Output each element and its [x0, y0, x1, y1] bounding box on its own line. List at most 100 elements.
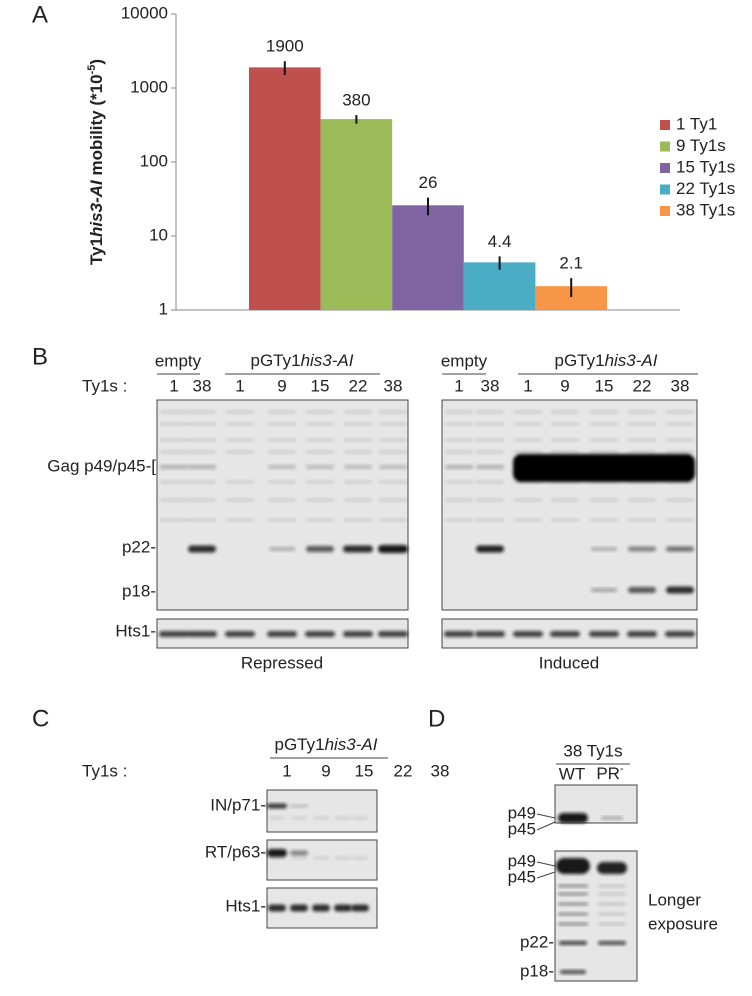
band [343, 631, 373, 637]
band [188, 438, 216, 442]
note: Longer [648, 890, 701, 909]
blot [266, 839, 378, 881]
band-label: p18- [520, 961, 554, 980]
band [379, 498, 407, 502]
band [551, 422, 579, 426]
group-label: empty [441, 351, 488, 370]
panel-letter: B [32, 343, 48, 370]
band [628, 587, 656, 593]
band [305, 631, 335, 637]
band [476, 545, 504, 553]
band [379, 450, 407, 454]
band [445, 438, 473, 442]
band [628, 438, 656, 442]
lane-label: 1 [282, 761, 291, 780]
band [476, 438, 504, 442]
band [344, 422, 372, 426]
y-tick-label: 1000 [130, 77, 168, 96]
y-tick-label: 1 [159, 299, 168, 318]
band [188, 465, 216, 469]
band [268, 410, 296, 414]
bar [392, 205, 464, 310]
band [558, 892, 588, 896]
blot [156, 399, 409, 611]
band [344, 450, 372, 454]
lane-label: 9 [321, 761, 330, 780]
band [445, 518, 473, 522]
band [160, 422, 188, 426]
y-axis-label: Ty1his3-AI mobility (*10-5) [86, 59, 107, 265]
leader [536, 821, 556, 831]
lane-label: 9 [277, 376, 286, 395]
band [666, 586, 694, 594]
panel-letter: C [32, 705, 49, 732]
group-label: pGTy1his3-AI [250, 351, 353, 370]
band [352, 856, 368, 860]
lane-label: 38 [193, 376, 212, 395]
band [476, 480, 504, 484]
band [590, 450, 618, 454]
legend-label: 1 Ty1 [676, 114, 717, 133]
lane-label: 9 [560, 376, 569, 395]
value-label: 4.4 [488, 232, 512, 251]
band [591, 547, 617, 551]
y-label-part: ) [87, 59, 106, 65]
band [188, 480, 216, 484]
band [598, 884, 626, 888]
lane-label: 38 [671, 376, 690, 395]
band [590, 422, 618, 426]
band-label: p49 [508, 851, 536, 870]
band [291, 816, 307, 820]
band [267, 849, 287, 857]
lane-label: 22 [394, 761, 413, 780]
band-label: p45 [508, 819, 536, 838]
band [226, 518, 254, 522]
band-label: p45 [508, 867, 536, 886]
band-label: Hts1- [115, 621, 156, 640]
bar [535, 286, 607, 310]
plasmid: his3-AI [301, 351, 354, 370]
y-tick-label: 10000 [121, 3, 168, 22]
leader [536, 813, 556, 819]
band [344, 465, 372, 469]
band [445, 410, 473, 414]
band [445, 422, 473, 426]
lane-label: 15 [311, 376, 330, 395]
band [590, 498, 618, 502]
band [666, 438, 694, 442]
band [590, 518, 618, 522]
band [159, 631, 189, 637]
band [597, 862, 627, 874]
band [335, 856, 351, 860]
band [269, 856, 285, 860]
band [268, 904, 286, 912]
legend-label: 22 Ty1s [676, 179, 735, 198]
band [551, 518, 579, 522]
band [306, 546, 334, 552]
band [476, 410, 504, 414]
band-label: IN/p71- [210, 795, 266, 814]
band [476, 465, 504, 469]
band [188, 498, 216, 502]
band [268, 498, 296, 502]
lane-label: 1 [523, 376, 532, 395]
band [559, 941, 587, 945]
band-label: Gag p49/p45-[ [47, 456, 156, 475]
band [628, 518, 656, 522]
band [188, 450, 216, 454]
superscript: - [620, 763, 624, 775]
band [628, 410, 656, 414]
band [378, 545, 408, 553]
band [598, 941, 626, 945]
band [344, 518, 372, 522]
band [445, 465, 473, 469]
y-tick-label: 100 [140, 151, 168, 170]
y-label-part: his3-AI [87, 179, 106, 237]
band [226, 450, 254, 454]
band [590, 438, 618, 442]
lane-label: 22 [633, 376, 652, 395]
band [558, 884, 588, 888]
band [225, 631, 255, 637]
lane-label: 38 [431, 761, 450, 780]
legend-label: 15 Ty1s [676, 157, 735, 176]
